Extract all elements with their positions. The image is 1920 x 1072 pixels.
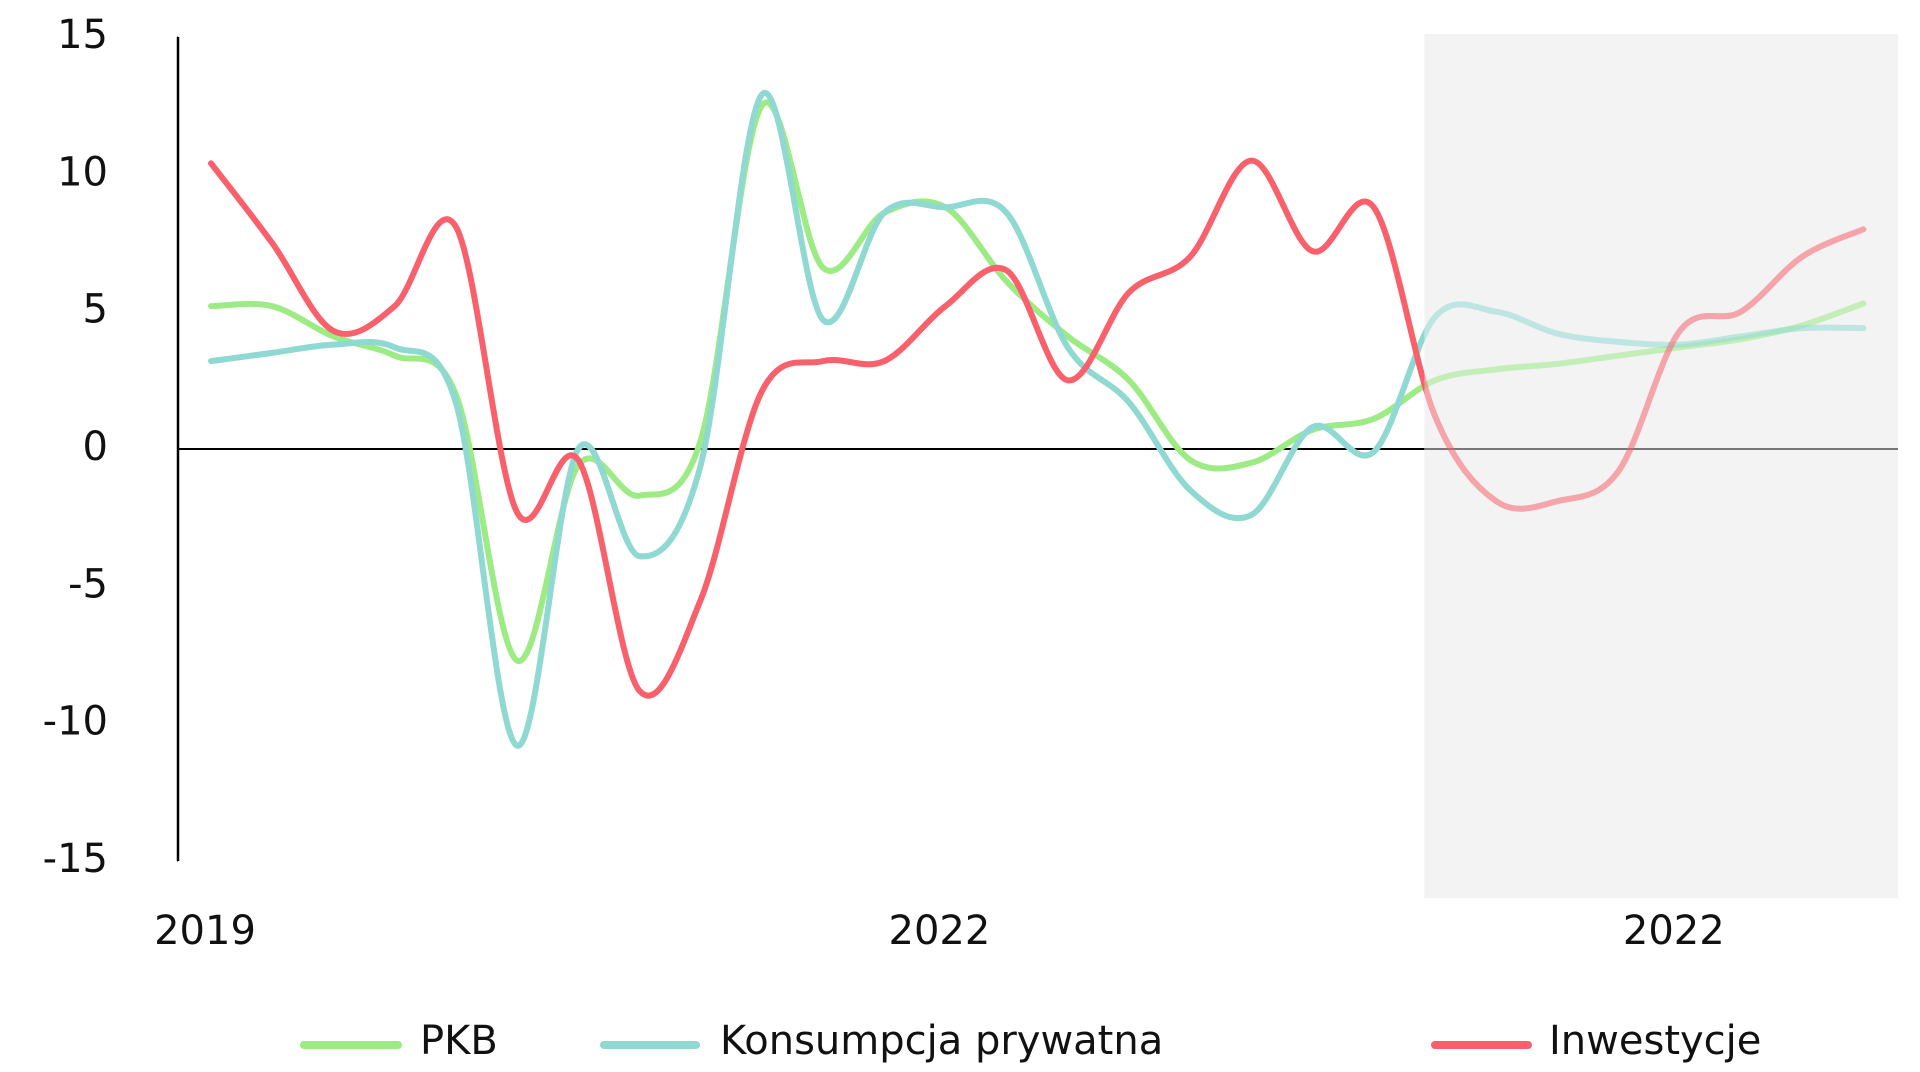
- x-tick-label: 2022: [1623, 908, 1725, 954]
- y-tick-label: 5: [83, 287, 108, 333]
- x-tick-label: 2022: [889, 908, 991, 954]
- x-tick-label: 2019: [154, 908, 256, 954]
- legend-label: PKB: [420, 1018, 498, 1064]
- y-tick-label: -15: [43, 836, 108, 882]
- line-series: [208, 89, 1867, 749]
- line-series: [208, 99, 1867, 664]
- forecast-shade: [1424, 34, 1898, 898]
- y-tick-label: 0: [83, 424, 108, 470]
- y-tick-label: -5: [68, 561, 108, 607]
- y-tick-label: 15: [57, 12, 108, 58]
- legend-label: Inwestycje: [1549, 1018, 1761, 1064]
- y-tick-label: 10: [57, 149, 108, 195]
- legend-label: Konsumpcja prywatna: [720, 1018, 1163, 1064]
- line-series: [208, 157, 1867, 699]
- y-tick-label: -10: [43, 699, 108, 745]
